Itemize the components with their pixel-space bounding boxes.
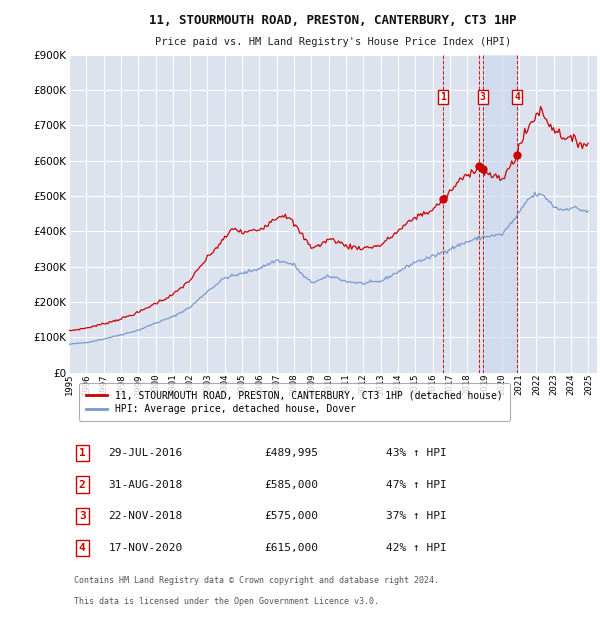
Text: £585,000: £585,000 [265,479,319,490]
Text: 1: 1 [440,92,446,102]
Text: £575,000: £575,000 [265,512,319,521]
Text: 37% ↑ HPI: 37% ↑ HPI [386,512,446,521]
Text: 42% ↑ HPI: 42% ↑ HPI [386,543,446,553]
Text: 47% ↑ HPI: 47% ↑ HPI [386,479,446,490]
Text: 1: 1 [79,448,86,458]
Text: 11, STOURMOUTH ROAD, PRESTON, CANTERBURY, CT3 1HP: 11, STOURMOUTH ROAD, PRESTON, CANTERBURY… [149,14,517,27]
Bar [483,55,517,373]
Text: Contains HM Land Registry data © Crown copyright and database right 2024.: Contains HM Land Registry data © Crown c… [74,576,439,585]
Text: 3: 3 [79,512,86,521]
Text: Price paid vs. HM Land Registry's House Price Index (HPI): Price paid vs. HM Land Registry's House … [155,37,511,47]
Text: 22-NOV-2018: 22-NOV-2018 [109,512,183,521]
Text: 4: 4 [514,92,520,102]
Text: £615,000: £615,000 [265,543,319,553]
Text: 4: 4 [79,543,86,553]
Text: 2: 2 [79,479,86,490]
Text: 43% ↑ HPI: 43% ↑ HPI [386,448,446,458]
Text: 29-JUL-2016: 29-JUL-2016 [109,448,183,458]
Text: 31-AUG-2018: 31-AUG-2018 [109,479,183,490]
Text: £489,995: £489,995 [265,448,319,458]
Text: 3: 3 [480,92,485,102]
Text: This data is licensed under the Open Government Licence v3.0.: This data is licensed under the Open Gov… [74,596,379,606]
Legend: 11, STOURMOUTH ROAD, PRESTON, CANTERBURY, CT3 1HP (detached house), HPI: Average: 11, STOURMOUTH ROAD, PRESTON, CANTERBURY… [79,383,509,421]
Text: 17-NOV-2020: 17-NOV-2020 [109,543,183,553]
